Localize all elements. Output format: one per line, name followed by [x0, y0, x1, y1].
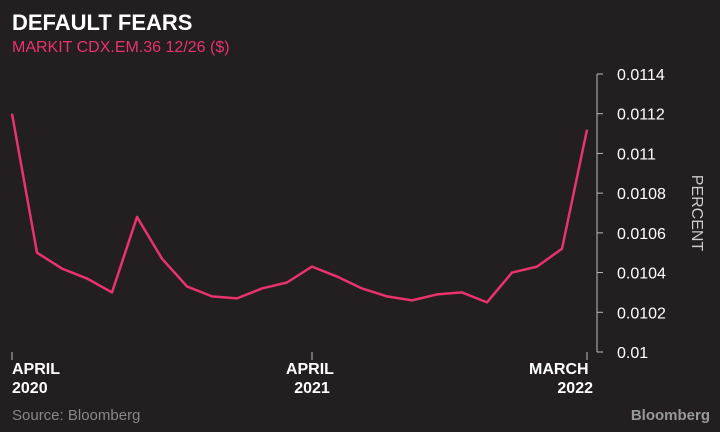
source: Source: Bloomberg [12, 407, 140, 424]
chart-title: DEFAULT FEARS [12, 10, 192, 35]
y-tick-label: 0.011 [617, 146, 656, 163]
y-tick-label: 0.0112 [617, 107, 665, 124]
chart-subtitle: MARKIT CDX.EM.36 12/26 ($) [12, 39, 230, 56]
y-tick-label: 0.0106 [617, 226, 666, 243]
brand: Bloomberg [631, 407, 710, 424]
y-tick-label: 0.0102 [617, 305, 666, 322]
y-tick-label: 0.0104 [617, 266, 666, 283]
x-tick-label: MARCH 2022 [529, 361, 593, 397]
y-tick-label: 0.01 [617, 345, 648, 362]
line-series [10, 113, 589, 304]
x-tick-label: APRIL 2020 [12, 361, 64, 397]
y-tick-label: 0.0114 [617, 67, 665, 84]
y-axis-label: PERCENT [688, 175, 705, 252]
x-tick-label: APRIL 2021 [286, 361, 338, 397]
y-tick-label: 0.0108 [617, 186, 666, 203]
